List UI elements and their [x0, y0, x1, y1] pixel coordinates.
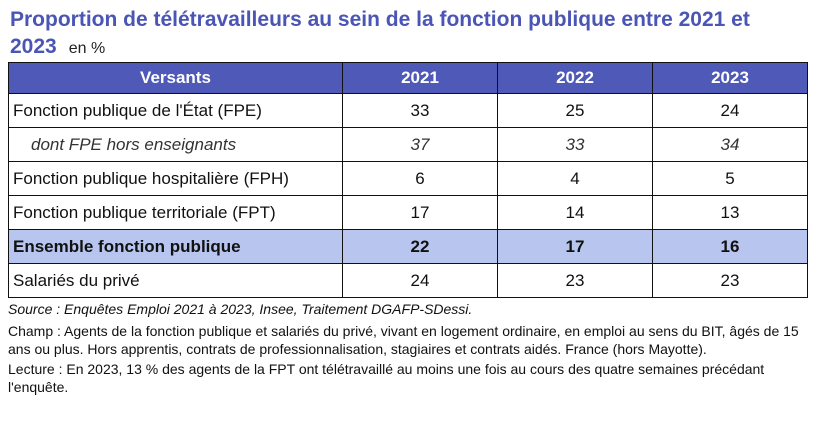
row-label: Fonction publique territoriale (FPT) — [8, 195, 343, 230]
cell-2021: 17 — [342, 195, 498, 230]
cell-2022: 25 — [497, 93, 653, 128]
table-row: Fonction publique de l'État (FPE) 33 25 … — [8, 93, 808, 128]
cell-2022: 4 — [497, 161, 653, 196]
cell-2023: 34 — [652, 127, 808, 162]
table-notes: Source : Enquêtes Emploi 2021 à 2023, In… — [8, 300, 818, 398]
cell-2023: 5 — [652, 161, 808, 196]
cell-2023: 23 — [652, 263, 808, 298]
cell-2021: 33 — [342, 93, 498, 128]
cell-2022: 14 — [497, 195, 653, 230]
table-row: Salariés du privé 24 23 23 — [8, 263, 808, 298]
row-label: Ensemble fonction publique — [8, 229, 343, 264]
champ-note: Champ : Agents de la fonction publique e… — [8, 323, 799, 357]
cell-2022: 17 — [497, 229, 653, 264]
row-label: Salariés du privé — [8, 263, 343, 298]
row-label: Fonction publique de l'État (FPE) — [8, 93, 343, 128]
source-note: Source : Enquêtes Emploi 2021 à 2023, In… — [8, 301, 473, 317]
cell-2021: 22 — [342, 229, 498, 264]
header-versants: Versants — [8, 62, 343, 94]
unit-label: en % — [68, 40, 106, 57]
header-2022: 2022 — [497, 62, 653, 94]
table-row: Fonction publique hospitalière (FPH) 6 4… — [8, 161, 808, 196]
lecture-note: Lecture : En 2023, 13 % des agents de la… — [8, 361, 765, 395]
cell-2022: 33 — [497, 127, 653, 162]
cell-2023: 24 — [652, 93, 808, 128]
cell-2022: 23 — [497, 263, 653, 298]
cell-2021: 24 — [342, 263, 498, 298]
cell-2021: 37 — [342, 127, 498, 162]
table-row: dont FPE hors enseignants 37 33 34 — [8, 127, 808, 162]
cell-2023: 16 — [652, 229, 808, 264]
telework-table: Versants 2021 2022 2023 Fonction publiqu… — [8, 62, 808, 298]
header-2023: 2023 — [652, 62, 808, 94]
header-row: Versants 2021 2022 2023 — [8, 62, 808, 94]
total-row: Ensemble fonction publique 22 17 16 — [8, 229, 808, 264]
header-2021: 2021 — [342, 62, 498, 94]
cell-2023: 13 — [652, 195, 808, 230]
row-label: dont FPE hors enseignants — [8, 127, 343, 162]
row-label: Fonction publique hospitalière (FPH) — [8, 161, 343, 196]
table-row: Fonction publique territoriale (FPT) 17 … — [8, 195, 808, 230]
cell-2021: 6 — [342, 161, 498, 196]
title-text: Proportion de télétravailleurs au sein d… — [10, 8, 750, 58]
table-title: Proportion de télétravailleurs au sein d… — [10, 6, 810, 62]
